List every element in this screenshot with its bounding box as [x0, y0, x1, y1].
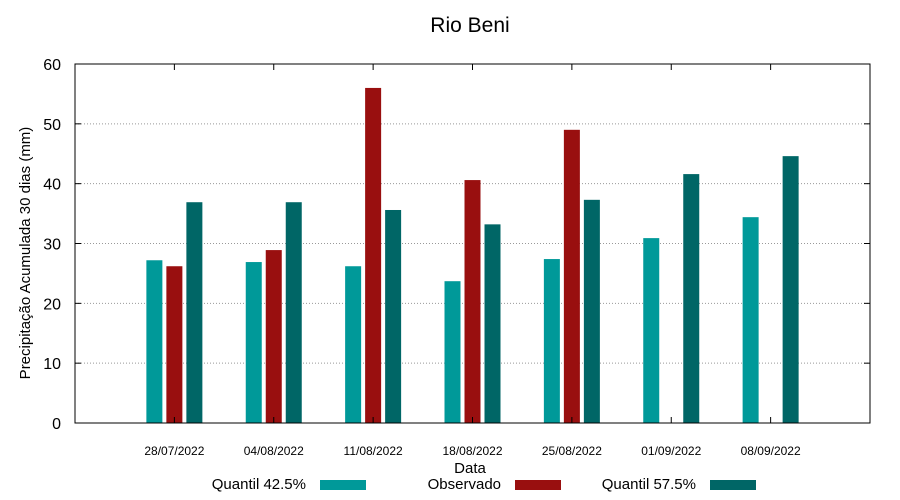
bar: [166, 266, 183, 423]
gridlines: [75, 123, 870, 364]
y-tick-label: 50: [43, 117, 61, 134]
x-tick-label: 25/08/2022: [542, 444, 602, 458]
y-axis-label: Precipitação Acumulada 30 dias (mm): [17, 127, 34, 380]
legend-swatch: [710, 480, 756, 490]
y-tick-label: 0: [52, 416, 61, 433]
bar: [742, 217, 759, 423]
bar: [285, 202, 302, 423]
y-tick-label: 10: [43, 356, 61, 373]
legend-label: Quantil 42.5%: [212, 476, 306, 493]
bar: [345, 266, 362, 423]
bar: [563, 129, 580, 424]
bar: [444, 281, 461, 423]
chart-title: Rio Beni: [430, 14, 509, 37]
legend-swatch: [320, 480, 366, 490]
x-axis-ticks: 28/07/2022 04/08/2022 11/08/2022 18/08/2022…: [144, 64, 801, 458]
x-tick-label: 04/08/2022: [244, 444, 304, 458]
bar: [245, 262, 262, 423]
x-tick-label: 08/09/2022: [741, 444, 801, 458]
y-tick-label: 60: [43, 57, 61, 74]
bar: [146, 260, 163, 423]
bar: [683, 174, 700, 423]
y-tick-label: 40: [43, 177, 61, 194]
bar: [484, 224, 501, 423]
legend-label: Quantil 57.5%: [602, 476, 696, 493]
x-axis-label: Data: [454, 460, 486, 477]
bar: [186, 202, 203, 423]
bar: [365, 87, 382, 423]
legend-label: Observado: [428, 476, 501, 493]
bar: [265, 250, 282, 423]
bars: [146, 87, 799, 424]
x-tick-label: 11/08/2022: [344, 444, 403, 458]
bar: [782, 156, 799, 424]
x-tick-label: 28/07/2022: [144, 444, 204, 458]
bar: [385, 209, 402, 423]
bar: [583, 199, 600, 423]
x-tick-label: 01/09/2022: [641, 444, 701, 458]
x-tick-label: 18/08/2022: [442, 444, 502, 458]
bar: [464, 180, 481, 423]
y-tick-label: 20: [43, 296, 61, 313]
bar: [543, 259, 560, 423]
legend-swatch: [515, 480, 561, 490]
y-tick-label: 30: [43, 237, 61, 254]
y-axis-ticks: 0 10 20 30 40 50 60: [43, 57, 870, 433]
legend: Quantil 42.5% Observado Quantil 57.5%: [212, 476, 756, 493]
bar: [643, 238, 660, 423]
